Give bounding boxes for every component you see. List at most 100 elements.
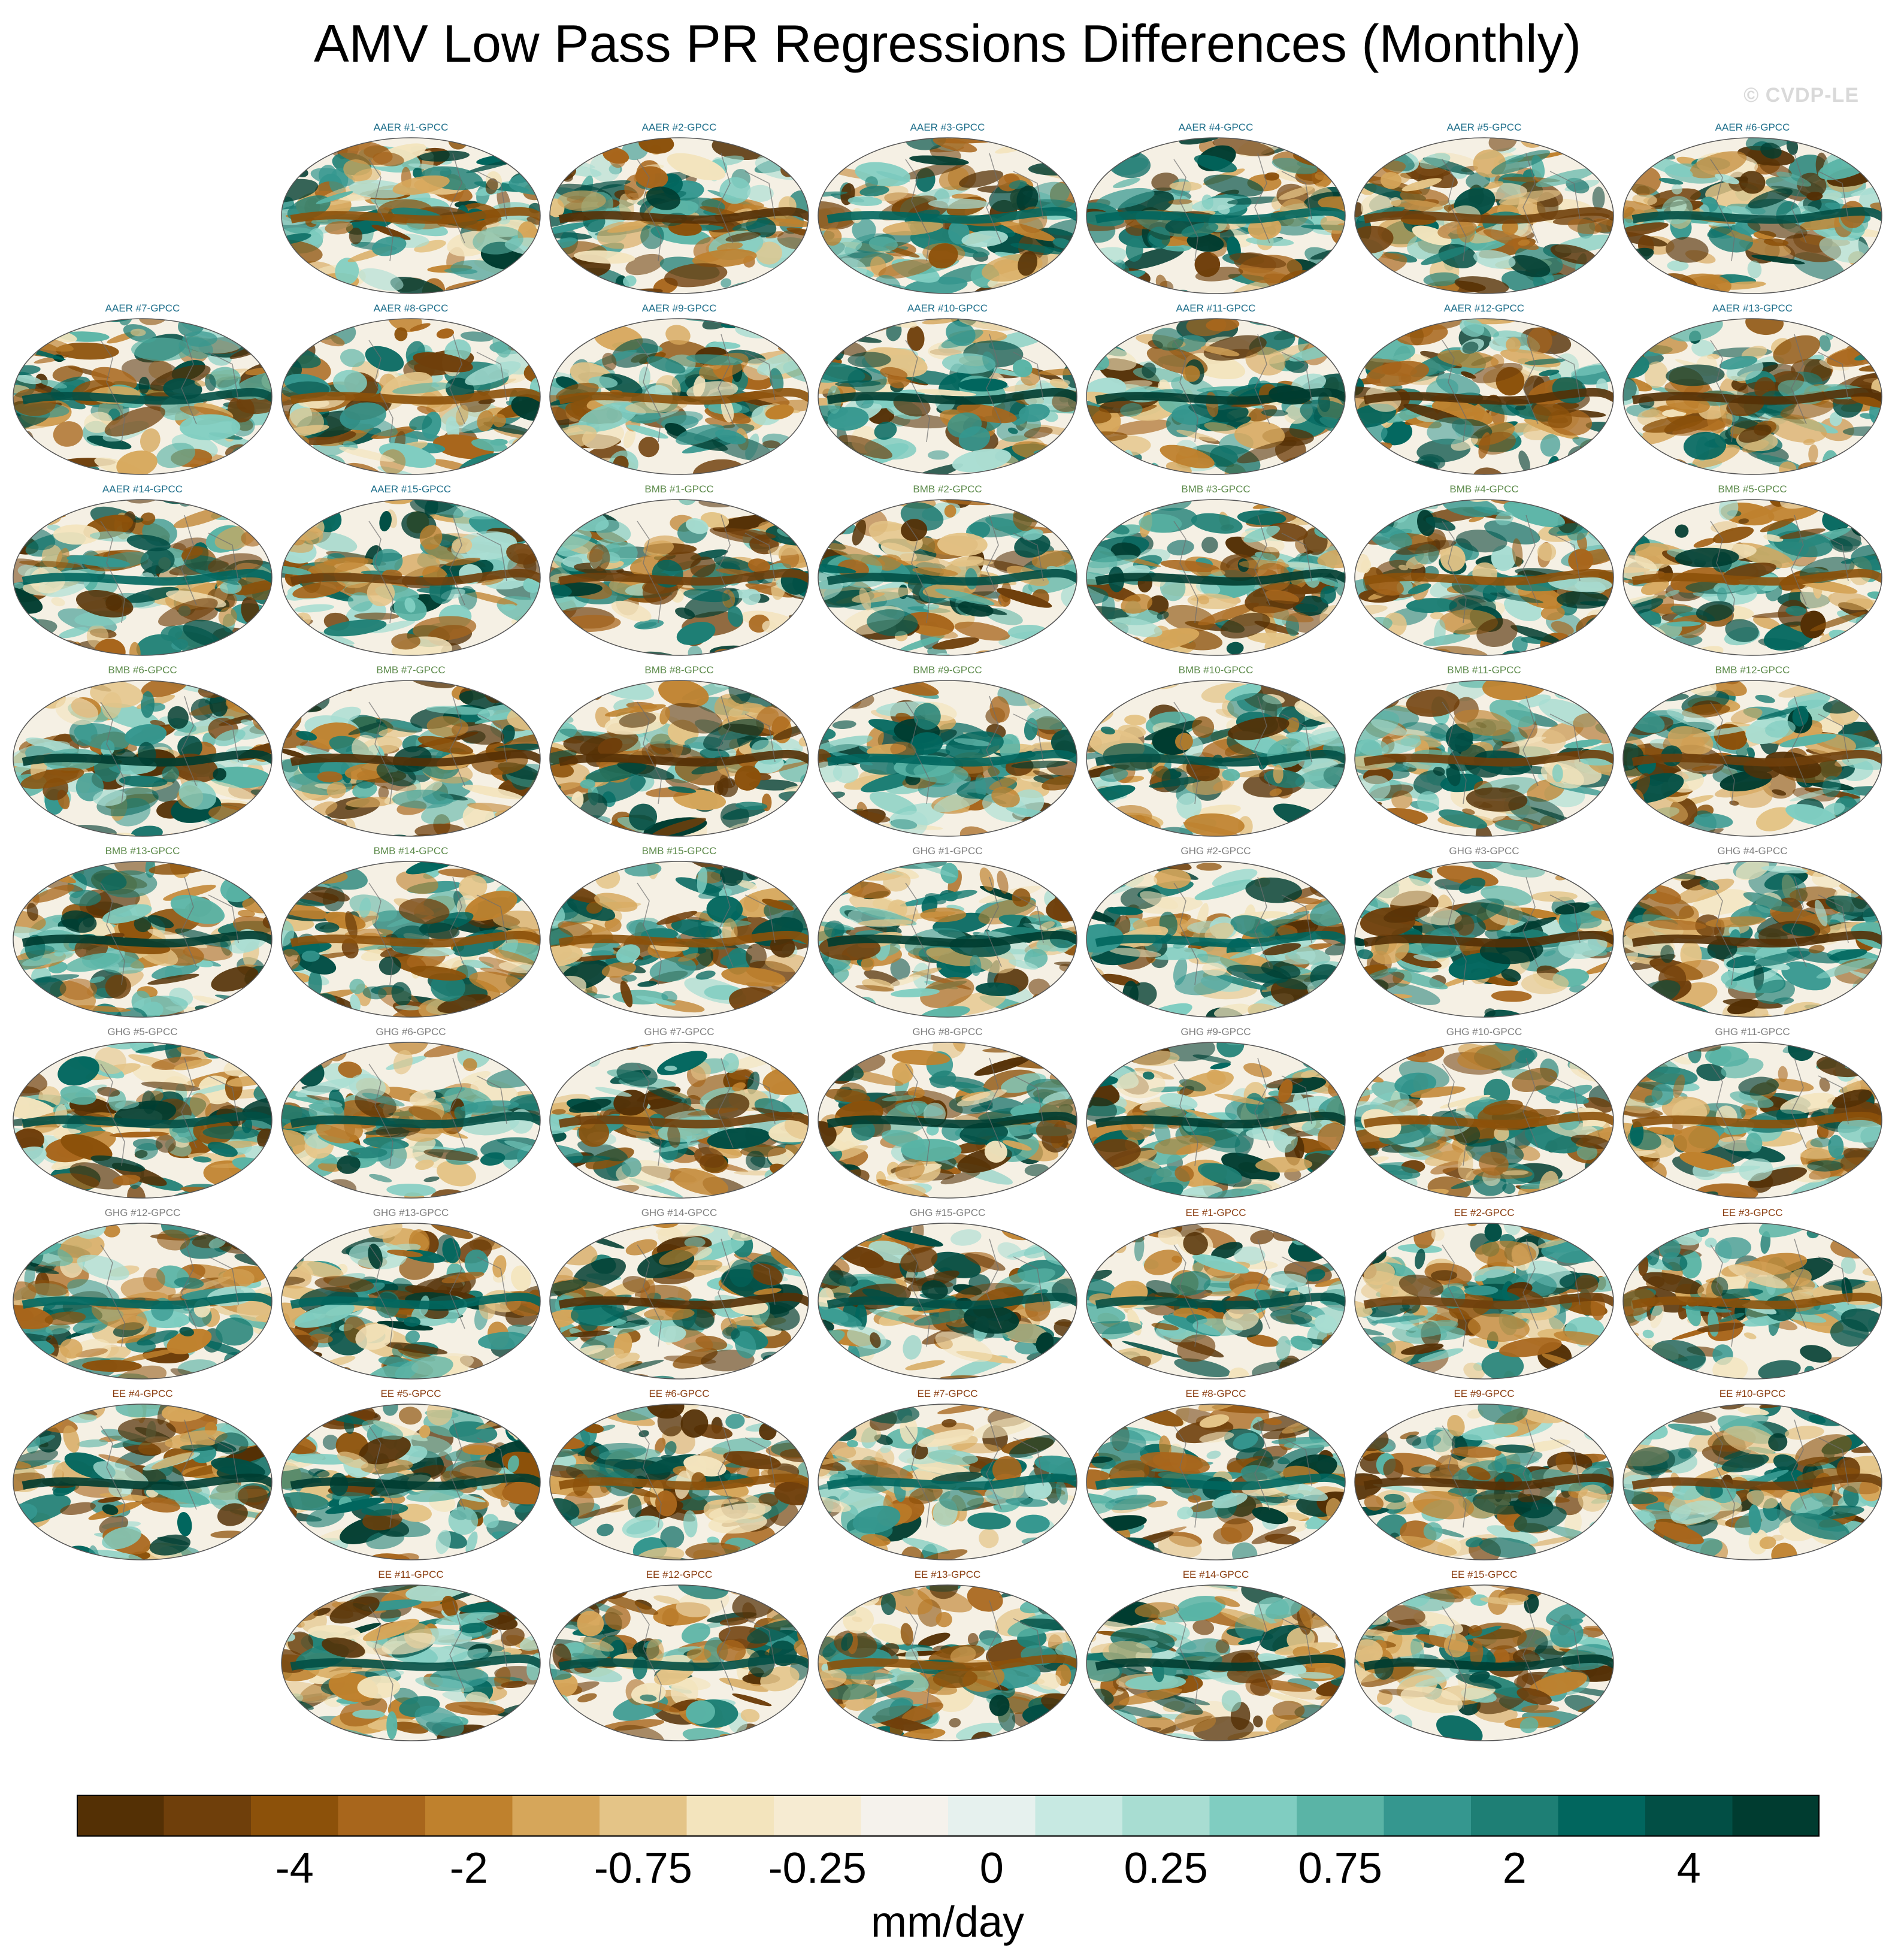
panel-title: GHG #14-GPCC <box>641 1207 718 1218</box>
colorbar-tick-label: 0 <box>979 1844 1004 1892</box>
panel-title: BMB #4-GPCC <box>1449 483 1519 495</box>
panel-title: BMB #2-GPCC <box>913 483 982 495</box>
map-panel: EE #7-GPCC <box>816 1387 1079 1567</box>
map-field <box>818 1404 1077 1560</box>
map-panel: GHG #2-GPCC <box>1084 845 1348 1024</box>
map-panel: EE #12-GPCC <box>547 1568 811 1748</box>
map-plot <box>1622 680 1882 837</box>
map-plot <box>1086 861 1346 1018</box>
panel-title: GHG #11-GPCC <box>1715 1026 1790 1038</box>
map-field <box>550 138 809 294</box>
panel-title: EE #5-GPCC <box>380 1388 441 1399</box>
page-title: AMV Low Pass PR Regressions Differences … <box>313 14 1582 73</box>
panel-title: EE #3-GPCC <box>1722 1207 1783 1218</box>
map-panel: GHG #4-GPCC <box>1621 845 1884 1024</box>
map-field <box>818 680 1077 836</box>
colorbar <box>77 1795 1820 1837</box>
map-panel: AAER #11-GPCC <box>1084 302 1348 482</box>
map-plot <box>1354 680 1614 837</box>
panel-title: AAER #5-GPCC <box>1446 122 1522 133</box>
panel-title: AAER #4-GPCC <box>1178 122 1254 133</box>
map-panel: AAER #1-GPCC <box>279 121 543 301</box>
map-plot <box>1354 1584 1614 1741</box>
map-field <box>550 319 809 474</box>
map-panel: BMB #6-GPCC <box>11 664 274 843</box>
map-plot <box>1354 1042 1614 1199</box>
map-panel: GHG #6-GPCC <box>279 1026 543 1205</box>
map-field <box>13 1042 272 1198</box>
map-field <box>1355 680 1614 836</box>
colorbar-frame <box>77 1795 1820 1837</box>
map-plot <box>1622 499 1882 656</box>
map-panel: EE #4-GPCC <box>11 1387 274 1567</box>
map-field <box>281 319 540 474</box>
map-plot <box>549 1584 809 1741</box>
map-plot <box>281 1584 541 1741</box>
panel-title: AAER #10-GPCC <box>907 303 988 314</box>
panel-title: BMB #12-GPCC <box>1715 664 1790 676</box>
colorbar-tick-label: -0.75 <box>594 1844 692 1892</box>
map-field <box>1355 319 1614 474</box>
map-panel: EE #11-GPCC <box>279 1568 543 1748</box>
map-plot <box>1086 1584 1346 1741</box>
panel-title: EE #8-GPCC <box>1185 1388 1246 1399</box>
map-field <box>1623 500 1882 655</box>
map-plot <box>13 499 273 656</box>
panel-title: AAER #14-GPCC <box>102 483 183 495</box>
map-plot <box>281 1223 541 1380</box>
map-field <box>1086 319 1345 474</box>
map-field <box>1623 1404 1882 1560</box>
map-field <box>13 861 272 1017</box>
map-field <box>550 500 809 655</box>
map-plot <box>1622 137 1882 294</box>
panel-title: BMB #13-GPCC <box>105 845 180 857</box>
map-field <box>1355 1404 1614 1560</box>
map-field <box>1086 1585 1345 1741</box>
map-plot <box>549 499 809 656</box>
map-field <box>818 861 1077 1017</box>
map-field <box>550 680 809 836</box>
colorbar-swatch <box>1122 1795 1210 1837</box>
map-plot <box>1086 1404 1346 1560</box>
map-panel: AAER #3-GPCC <box>816 121 1079 301</box>
panel-title: BMB #9-GPCC <box>913 664 982 676</box>
map-panel: AAER #7-GPCC <box>11 302 274 482</box>
colorbar-swatch <box>1297 1795 1384 1837</box>
map-panel: GHG #5-GPCC <box>11 1026 274 1205</box>
colorbar-swatch <box>774 1795 861 1837</box>
map-panel: BMB #13-GPCC <box>11 845 274 1024</box>
colorbar-tick-label: 4 <box>1676 1844 1701 1892</box>
map-field <box>1086 500 1345 655</box>
colorbar-swatch <box>600 1795 687 1837</box>
map-plot <box>281 861 541 1018</box>
map-field <box>1355 1042 1614 1198</box>
map-field <box>550 861 809 1017</box>
map-field <box>550 1585 809 1741</box>
panel-grid: AAER #1-GPCC AAER #2-GPCC AAER #3-GPCC AAER… <box>11 121 1884 1748</box>
colorbar-swatch <box>948 1795 1036 1837</box>
map-plot <box>281 1404 541 1560</box>
map-panel: BMB #4-GPCC <box>1352 483 1616 663</box>
panel-title: GHG #15-GPCC <box>909 1207 986 1218</box>
map-plot <box>818 1223 1077 1380</box>
map-field <box>1623 319 1882 474</box>
map-plot <box>281 499 541 656</box>
panel-title: GHG #1-GPCC <box>912 845 983 857</box>
map-plot <box>1086 318 1346 475</box>
map-plot <box>13 1404 273 1560</box>
colorbar-units: mm/day <box>870 1898 1025 1946</box>
panel-title: AAER #12-GPCC <box>1443 303 1525 314</box>
map-plot <box>1622 861 1882 1018</box>
colorbar-swatch <box>686 1795 774 1837</box>
colorbar-swatch <box>1732 1795 1820 1837</box>
map-plot <box>13 318 273 475</box>
panel-title: EE #7-GPCC <box>917 1388 978 1399</box>
map-panel: AAER #13-GPCC <box>1621 302 1884 482</box>
map-plot <box>281 318 541 475</box>
map-field <box>1086 138 1345 294</box>
panel-title: BMB #11-GPCC <box>1447 664 1521 676</box>
map-field <box>1086 680 1345 836</box>
colorbar-swatch <box>861 1795 949 1837</box>
map-panel: AAER #6-GPCC <box>1621 121 1884 301</box>
map-panel: EE #14-GPCC <box>1084 1568 1348 1748</box>
